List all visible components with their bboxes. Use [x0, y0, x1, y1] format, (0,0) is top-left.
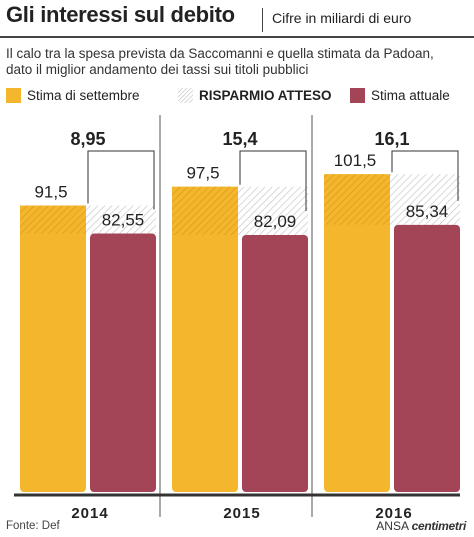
description: Il calo tra la spesa prevista da Saccoma…: [6, 46, 468, 78]
data-label-stima-attuale: 82,09: [254, 212, 297, 231]
data-label-stima-settembre: 101,5: [334, 151, 377, 170]
legend-swatch-red: [350, 87, 365, 103]
saving-bracket: [239, 150, 307, 211]
bar-stima-attuale: [394, 224, 460, 492]
unit-subtitle: Cifre in miliardi di euro: [272, 10, 412, 26]
legend-swatch-yellow: [6, 87, 21, 103]
page-title: Gli interessi sul debito: [6, 2, 235, 27]
bar-stima-settembre: [20, 205, 86, 492]
legend-item-risparmio: RISPARMIO ATTESO: [178, 87, 332, 103]
saving-bracket: [391, 150, 459, 201]
data-label-stima-settembre: 91,5: [34, 183, 67, 202]
bar-stima-settembre: [324, 174, 390, 492]
data-label-stima-attuale: 85,34: [406, 202, 449, 221]
bar-stima-attuale: [90, 233, 156, 492]
source-note: Fonte: Def: [6, 520, 60, 532]
x-tick-label: 2014: [71, 505, 108, 522]
data-label-stima-attuale: 82,55: [102, 211, 145, 230]
bar-chart: 91,5 82,55 8,95 97,5 82,09 15,4 101,5 85,34 16,1…: [14, 115, 460, 522]
bar-saving-hatch: [20, 205, 86, 234]
data-label-risparmio: 16,1: [374, 129, 409, 149]
bar-saving-hatch: [324, 174, 390, 225]
data-label-stima-settembre: 97,5: [186, 164, 219, 183]
data-label-risparmio: 15,4: [222, 129, 257, 149]
brand-prefix: ANSA: [376, 519, 409, 533]
legend-swatch-hatch: [178, 87, 193, 103]
legend-label: Stima attuale: [371, 87, 450, 103]
description-line: dato il miglior andamento dei tassi sui …: [6, 62, 309, 77]
bar-stima-attuale: [242, 234, 308, 492]
saving-bracket: [87, 150, 155, 210]
description-line: Il calo tra la spesa prevista da Saccoma…: [6, 46, 434, 61]
legend-item-stima-settembre: Stima di settembre: [6, 87, 140, 103]
panel-separators: [159, 115, 313, 517]
legend-label: RISPARMIO ATTESO: [199, 87, 332, 103]
brand-logo: ANSA centimetri: [376, 519, 466, 533]
bar-saving-hatch: [172, 186, 238, 235]
bar-stima-settembre: [172, 186, 238, 492]
x-tick-label: 2016: [375, 505, 412, 522]
data-label-risparmio: 8,95: [70, 129, 105, 149]
bars-group: [20, 174, 460, 492]
legend-label: Stima di settembre: [27, 87, 140, 103]
legend-item-stima-attuale: Stima attuale: [350, 87, 450, 103]
x-tick-label: 2015: [223, 505, 260, 522]
title-rule: [0, 36, 474, 38]
title-separator: [262, 8, 263, 32]
x-axis: 2014 2015 2016: [14, 493, 460, 522]
brand-name: centimetri: [411, 519, 467, 533]
annotations-group: 91,5 82,55 8,95 97,5 82,09 15,4 101,5 85,34 16,1: [34, 129, 459, 231]
